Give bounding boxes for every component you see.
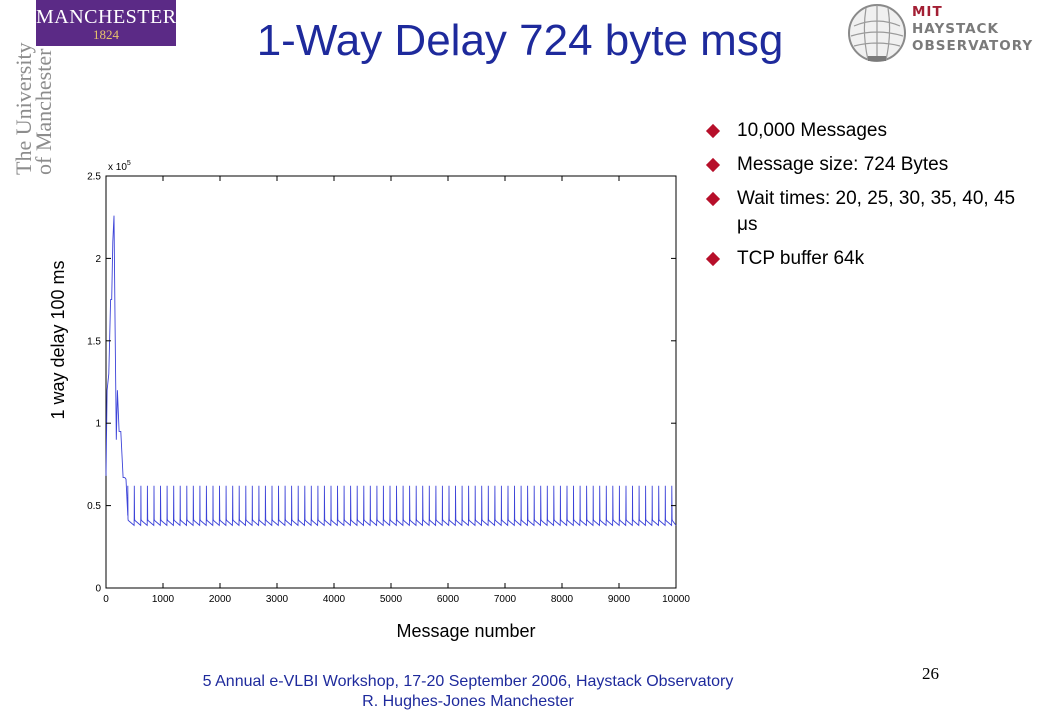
bullet-text: Message size: 724 Bytes	[737, 154, 949, 175]
bullet-item: TCP buffer 64k	[705, 246, 1026, 272]
y-tick-label: 2.5	[87, 172, 101, 183]
y-axis-label: 1 way delay 100 ms	[48, 260, 68, 419]
bullet-item: Wait times: 20, 25, 30, 35, 40, 45 μs	[705, 186, 1026, 238]
bullet-text: Wait times: 20, 25, 30, 35, 40, 45 μs	[737, 188, 1016, 235]
bullet-item: 10,000 Messages	[705, 118, 1026, 144]
x-tick-label: 1000	[152, 594, 175, 605]
y-multiplier-base: x 10	[108, 162, 127, 173]
delay-series-line	[105, 215, 677, 527]
slide-title: 1-Way Delay 724 byte msg	[256, 16, 784, 65]
x-tick-label: 9000	[608, 594, 631, 605]
bullet-item: Message size: 724 Bytes	[705, 152, 1026, 178]
y-tick-label: 0.5	[87, 501, 101, 512]
manchester-logo: MANCHESTER 1824	[36, 0, 176, 46]
footer-line-1: 5 Annual e-VLBI Workshop, 17-20 Septembe…	[202, 673, 734, 690]
page-number: 26	[922, 664, 939, 683]
x-tick-label: 4000	[323, 594, 346, 605]
diamond-bullet-icon	[705, 191, 721, 207]
footer-line-2: R. Hughes-Jones Manchester	[362, 693, 574, 710]
bullet-text: TCP buffer 64k	[737, 248, 865, 269]
x-tick-label: 3000	[266, 594, 289, 605]
footer: 5 Annual e-VLBI Workshop, 17-20 Septembe…	[0, 672, 936, 712]
diamond-bullet-icon	[705, 251, 721, 267]
y-multiplier-label: x 105	[108, 160, 131, 173]
x-tick-label: 5000	[380, 594, 403, 605]
x-tick-label: 10000	[662, 594, 690, 605]
y-tick-label: 0	[95, 584, 101, 595]
manchester-logo-word: MANCHESTER	[36, 6, 177, 28]
mit-logo-line-3: OBSERVATORY	[912, 38, 1034, 54]
x-tick-label: 7000	[494, 594, 517, 605]
bullet-text: 10,000 Messages	[737, 120, 887, 141]
mit-haystack-logo: MIT HAYSTACK OBSERVATORY	[912, 4, 1033, 55]
radome-icon	[848, 4, 906, 62]
y-tick-label: 2	[95, 254, 101, 265]
mit-logo-line-1: MIT	[912, 4, 943, 20]
mit-logo-line-2: HAYSTACK	[912, 21, 999, 37]
x-tick-label: 0	[103, 594, 109, 605]
x-axis-label: Message number	[396, 621, 535, 641]
diamond-bullet-icon	[705, 123, 721, 139]
y-multiplier-exponent: 5	[127, 160, 131, 167]
bullet-list: 10,000 Messages Message size: 724 Bytes …	[705, 118, 1026, 280]
x-tick-label: 8000	[551, 594, 574, 605]
y-tick-label: 1.5	[87, 336, 101, 347]
x-tick-label: 6000	[437, 594, 460, 605]
diamond-bullet-icon	[705, 157, 721, 173]
y-tick-label: 1	[95, 419, 101, 430]
plot-area	[105, 175, 677, 589]
manchester-logo-year: 1824	[93, 27, 119, 42]
x-tick-label: 2000	[209, 594, 232, 605]
